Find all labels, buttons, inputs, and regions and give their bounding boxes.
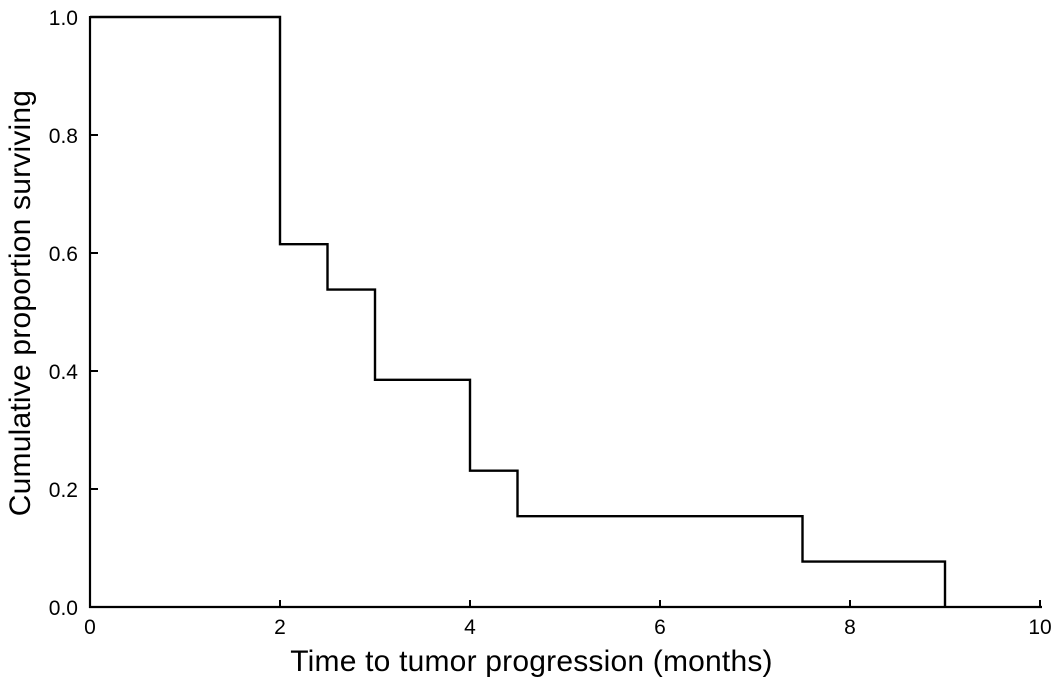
x-tick-label: 6 — [654, 616, 666, 639]
x-tick-label: 10 — [1028, 616, 1051, 639]
x-axis-title: Time to tumor progression (months) — [290, 645, 773, 678]
y-tick-label: 0.6 — [49, 243, 78, 266]
y-tick-label: 1.0 — [49, 7, 78, 30]
x-tick-label: 8 — [844, 616, 856, 639]
y-tick-label: 0.8 — [49, 125, 78, 148]
x-tick-label: 0 — [84, 616, 96, 639]
y-tick-label: 0.0 — [49, 597, 78, 620]
survival-curve — [90, 15, 947, 607]
x-tick-label: 4 — [464, 616, 476, 639]
x-tick-label: 2 — [274, 616, 286, 639]
y-tick-label: 0.2 — [49, 479, 78, 502]
y-tick-label: 0.4 — [49, 361, 79, 384]
y-axis-title: Cumulative proportion surviving — [4, 89, 37, 517]
